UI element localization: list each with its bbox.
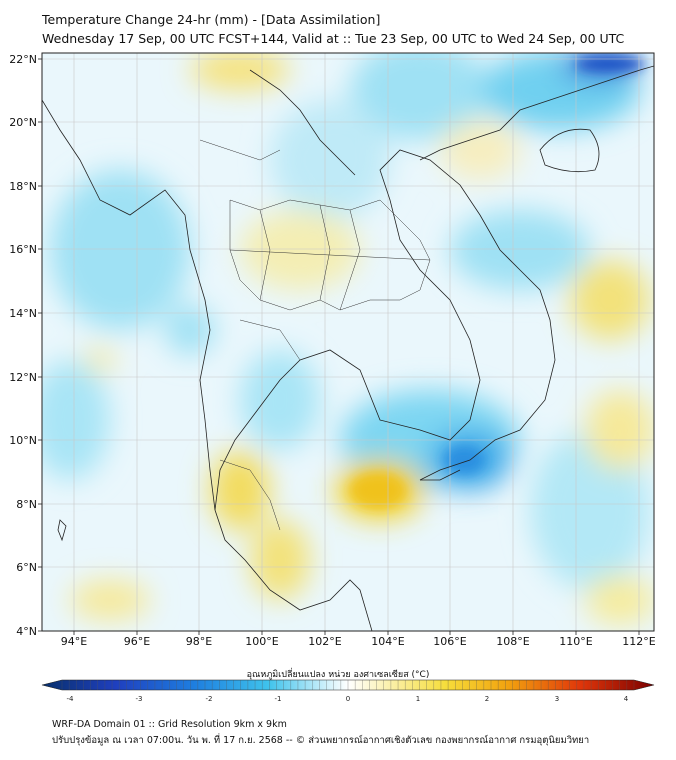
lat-label: 6°N [16,561,37,574]
lat-label: 8°N [16,498,37,511]
lat-label: 12°N [9,371,37,384]
lon-label: 106°E [433,635,466,648]
lat-label: 16°N [9,243,37,256]
colorbar-tick: -1 [275,695,282,703]
colorbar-tick: 1 [416,695,420,703]
lat-label: 22°N [9,53,37,66]
map-frame [41,52,655,632]
lat-label: 10°N [9,434,37,447]
graticule [42,53,654,631]
lon-label: 110°E [559,635,592,648]
colorbar-tick: 4 [624,695,629,703]
colorbar-tick: -2 [206,695,213,703]
lat-label: 18°N [9,180,37,193]
map-title: Temperature Change 24-hr (mm) - [Data As… [42,12,381,27]
lat-label: 14°N [9,307,37,320]
footer-model-info: WRF-DA Domain 01 :: Grid Resolution 9km … [52,719,287,730]
lon-label: 112°E [622,635,655,648]
coastlines [42,65,654,631]
lon-label: 108°E [496,635,529,648]
colorbar-title: อุณหภูมิเปลี่ยนแปลง หน่วย องศาเซลเซียส (… [246,670,430,680]
colorbar-tick: 3 [555,695,559,703]
colorbar-tick: 0 [346,695,350,703]
colorbar-tick: 2 [485,695,489,703]
colorbar-tick: -4 [67,695,75,703]
temperature-field [42,53,654,625]
province-borders [199,139,431,531]
colorbar [41,679,655,691]
colorbar-tick: -3 [136,695,143,703]
lat-label: 20°N [9,116,37,129]
lon-label: 96°E [124,635,150,648]
footer-credit: ปรับปรุงข้อมูล ณ เวลา 07:00น. วัน พ. ที่… [52,735,590,746]
lon-label: 104°E [371,635,404,648]
lon-label: 100°E [245,635,278,648]
map-subtitle: Wednesday 17 Sep, 00 UTC FCST+144, Valid… [42,31,625,46]
lat-label: 4°N [16,625,37,638]
lon-label: 98°E [186,635,212,648]
lon-label: 94°E [61,635,87,648]
lon-label: 102°E [308,635,341,648]
